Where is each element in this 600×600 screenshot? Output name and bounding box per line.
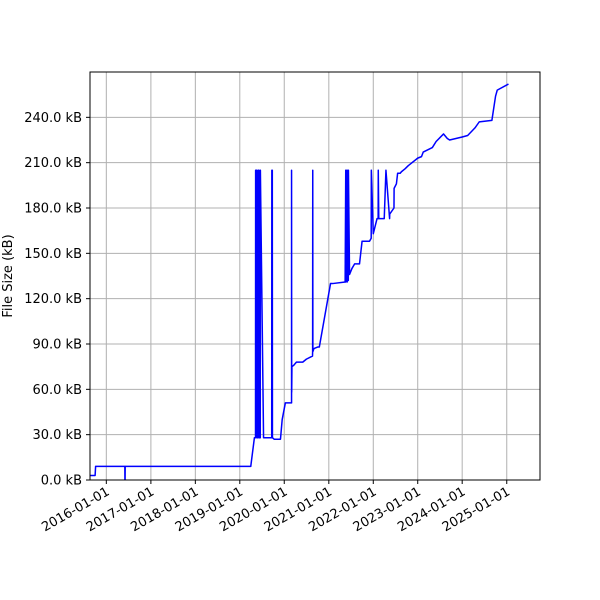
y-tick-label: 0.0 kB	[41, 474, 82, 489]
y-tick-label: 210.0 kB	[24, 156, 82, 171]
y-tick-label: 150.0 kB	[24, 247, 82, 262]
y-tick-label: 60.0 kB	[32, 383, 82, 398]
plot-frame	[89, 71, 541, 481]
y-tick-label: 30.0 kB	[32, 428, 82, 443]
y-axis: 0.0 kB 30.0 kB 60.0 kB 90.0 kB 120.0 kB 150.0…	[24, 111, 90, 489]
y-tick-label: 240.0 kB	[24, 111, 82, 126]
grid	[90, 72, 540, 481]
y-axis-title: File Size (kB)	[1, 234, 16, 317]
y-tick-label: 180.0 kB	[24, 202, 82, 217]
series-line	[90, 83, 509, 480]
y-tick-label: 120.0 kB	[24, 292, 82, 307]
x-axis: 2016-01-012017-01-012018-01-012019-01-01…	[39, 480, 513, 535]
y-tick-label: 90.0 kB	[32, 338, 82, 353]
series-line-group	[90, 83, 509, 480]
